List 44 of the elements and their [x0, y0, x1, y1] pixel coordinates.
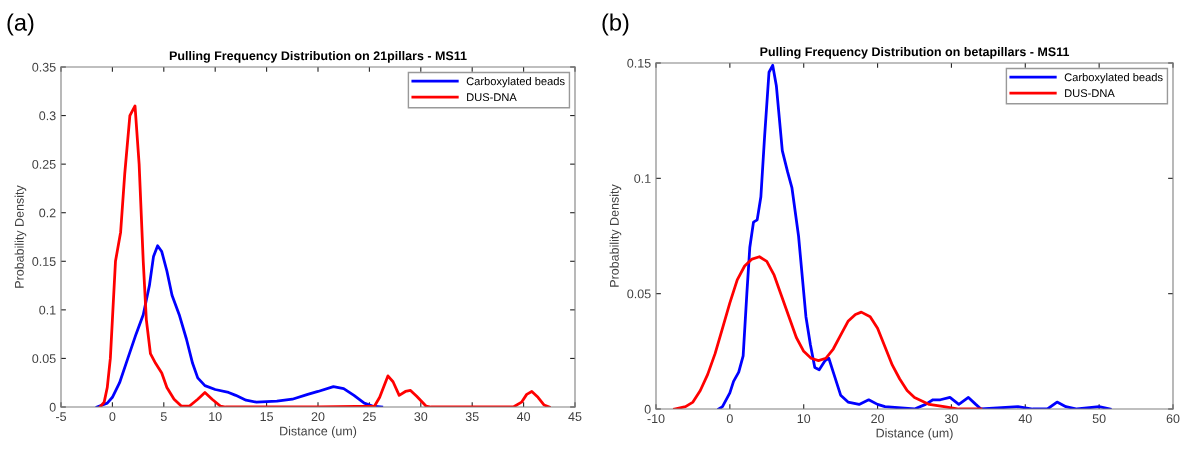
x-tick-label: 10	[797, 414, 811, 424]
y-axis-title: Probability Density	[14, 185, 27, 288]
y-tick-label: 0.25	[32, 159, 56, 169]
y-tick-label: 0.1	[634, 174, 651, 183]
x-tick-label: 15	[260, 412, 274, 422]
x-tick-label: 0	[726, 414, 733, 424]
x-tick-label: 5	[160, 412, 167, 422]
x-tick-label: 35	[465, 412, 479, 422]
x-axis-title: Distance (um)	[280, 426, 357, 438]
chart-title: Pulling Frequency Distribution on 21pillars - MS11	[169, 51, 467, 63]
legend-label: Carboxylated beads	[1064, 73, 1163, 84]
x-tick-label: 40	[516, 412, 531, 422]
x-tick-label: 30	[414, 412, 428, 422]
text: (a)	[7, 13, 34, 36]
line-series	[95, 244, 384, 407]
x-tick-label: 0	[109, 412, 116, 422]
x-tick-label: 30	[944, 414, 958, 424]
y-tick-label: 0.2	[39, 208, 56, 218]
legend-label: DUS-DNA	[1065, 89, 1115, 98]
x-axis-title: Distance (um)	[876, 428, 953, 440]
y-tick-label: 0.35	[32, 62, 56, 72]
x-tick-label: -10	[647, 414, 665, 424]
chart-title: Pulling Frequency Distribution on betapillars - MS11	[760, 47, 1070, 59]
y-tick-label: 0.05	[627, 289, 651, 299]
x-tick-label: 45	[568, 412, 582, 422]
y-tick-label: 0.3	[39, 111, 56, 121]
legend-label: DUS-DNA	[467, 93, 517, 102]
x-tick-label: -5	[56, 412, 67, 422]
text: (b)	[602, 13, 629, 36]
x-tick-label: 20	[311, 412, 325, 422]
x-tick-label: 60	[1166, 414, 1180, 424]
y-tick-label: 0.15	[627, 58, 651, 68]
y-tick-label: 0.15	[32, 257, 56, 266]
y-tick-label: 0.1	[39, 305, 56, 315]
x-tick-label: 40	[1018, 414, 1032, 424]
x-tick-label: 10	[209, 412, 222, 422]
y-tick-label: 0	[49, 402, 56, 412]
legend-label: Carboxylated beads	[466, 77, 565, 88]
x-tick-label: 20	[871, 414, 885, 424]
y-tick-label: 0	[644, 404, 651, 414]
x-tick-label: 25	[363, 412, 376, 422]
x-tick-label: 50	[1092, 414, 1106, 424]
y-tick-label: 0.05	[32, 354, 56, 364]
y-axis-title: Probability Density	[609, 184, 622, 287]
